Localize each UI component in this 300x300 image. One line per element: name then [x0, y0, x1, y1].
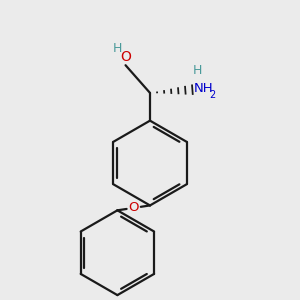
Text: O: O — [128, 201, 139, 214]
Text: 2: 2 — [209, 90, 216, 100]
Text: NH: NH — [194, 82, 214, 94]
Text: O: O — [120, 50, 131, 64]
Text: H: H — [193, 64, 202, 77]
Text: H: H — [113, 42, 122, 56]
